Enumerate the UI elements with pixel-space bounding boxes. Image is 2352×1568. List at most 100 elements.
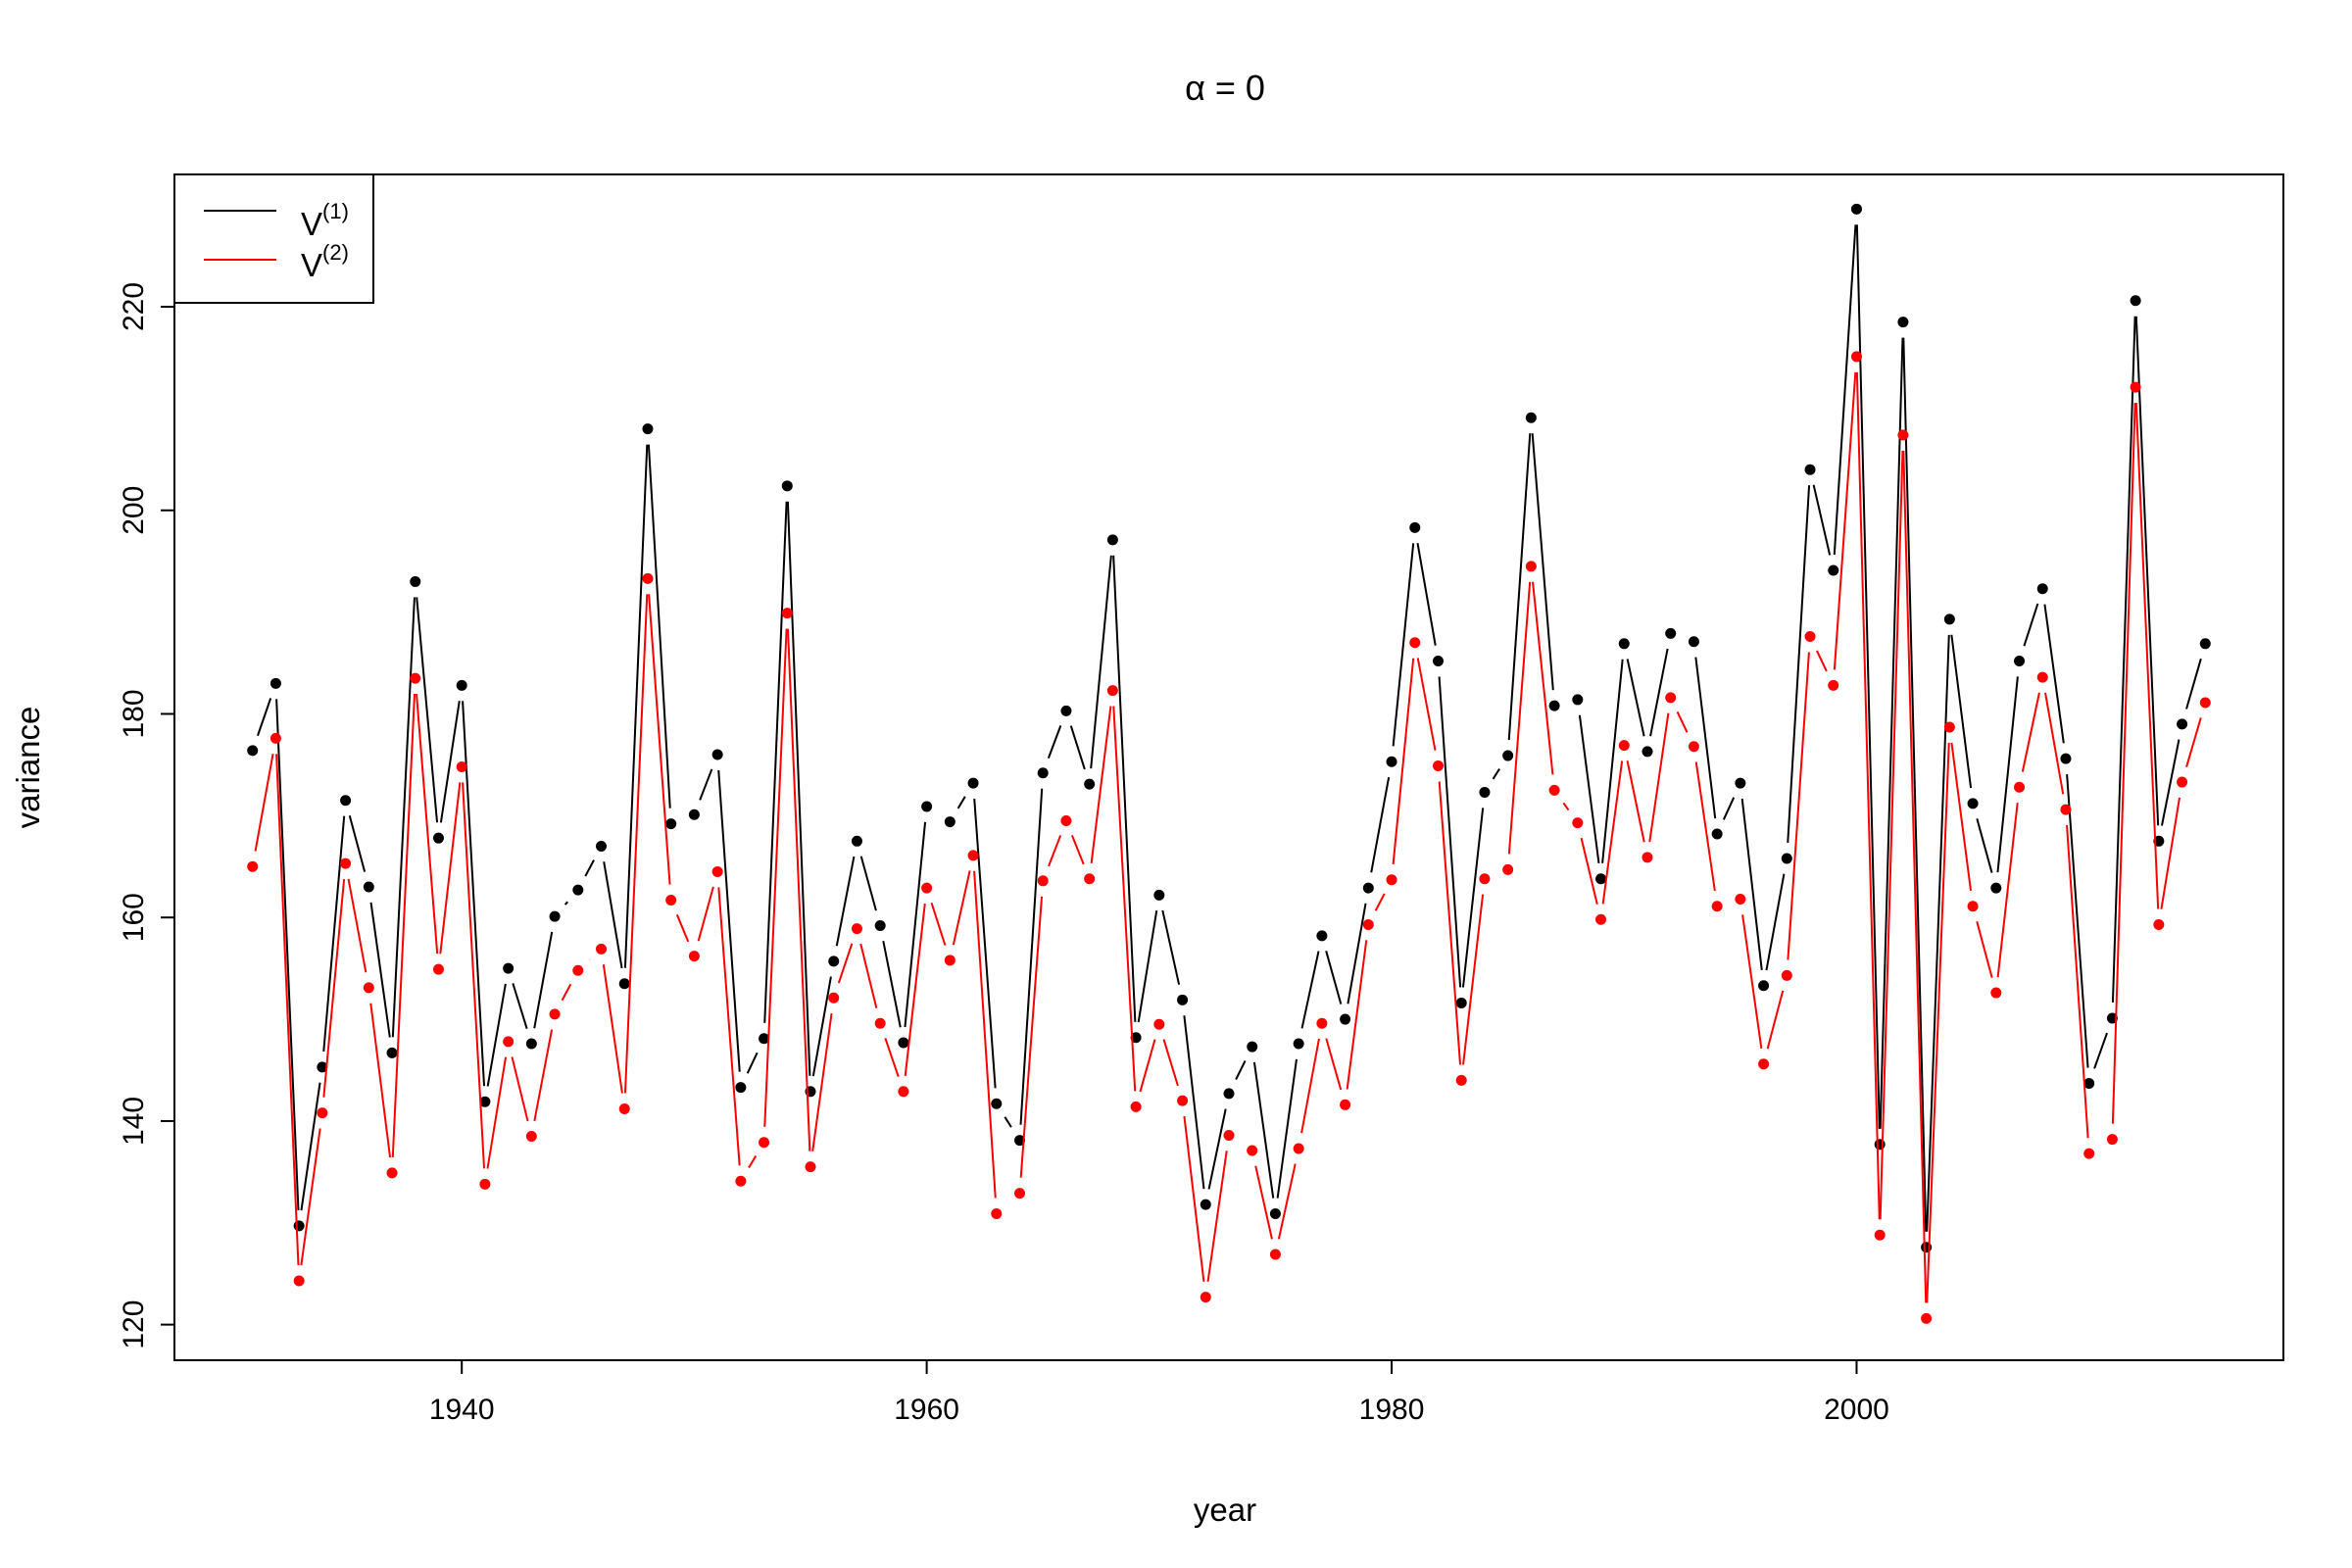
series-segment bbox=[416, 693, 439, 955]
series-segment bbox=[1069, 725, 1086, 770]
data-point bbox=[1060, 815, 1072, 827]
data-point bbox=[1106, 534, 1118, 546]
data-point bbox=[1688, 741, 1699, 753]
chart-title: α = 0 bbox=[1185, 68, 1265, 108]
series-segment bbox=[1765, 873, 1786, 971]
series-segment bbox=[675, 913, 690, 943]
data-point bbox=[1316, 930, 1328, 942]
series-segment bbox=[1694, 657, 1717, 819]
data-point bbox=[1502, 863, 1514, 875]
data-point bbox=[2130, 295, 2141, 307]
series-segment bbox=[1950, 634, 1973, 789]
data-point bbox=[874, 920, 886, 932]
data-point bbox=[293, 1275, 305, 1287]
series-segment bbox=[746, 1052, 759, 1074]
series-segment bbox=[1601, 760, 1624, 905]
data-point bbox=[1618, 740, 1630, 752]
series-segment bbox=[697, 886, 714, 942]
data-point bbox=[1014, 1188, 1026, 1200]
data-point bbox=[1409, 521, 1421, 533]
data-point bbox=[1642, 746, 1653, 758]
data-point bbox=[688, 951, 700, 962]
series-segment bbox=[486, 1056, 508, 1169]
series-segment bbox=[2160, 797, 2180, 909]
series-segment bbox=[952, 870, 971, 946]
data-point bbox=[1921, 1312, 1933, 1324]
series-segment bbox=[300, 1128, 321, 1266]
data-point bbox=[2014, 655, 2026, 666]
data-point bbox=[525, 1131, 537, 1143]
data-point bbox=[1037, 875, 1049, 887]
data-point bbox=[1525, 412, 1537, 423]
series-segment bbox=[1507, 581, 1532, 855]
series-segment bbox=[1578, 714, 1600, 863]
series-v2 bbox=[247, 351, 2211, 1324]
data-point bbox=[293, 1220, 305, 1232]
series-segment bbox=[1346, 940, 1368, 1090]
data-point bbox=[735, 1175, 747, 1187]
series-segment bbox=[391, 597, 416, 1038]
data-point bbox=[525, 1038, 537, 1050]
data-point bbox=[1247, 1041, 1258, 1053]
series-segment bbox=[1206, 1151, 1228, 1282]
x-tick-label: 1960 bbox=[894, 1394, 959, 1426]
data-point bbox=[1340, 1013, 1351, 1025]
series-segment bbox=[859, 943, 878, 1008]
data-point bbox=[665, 895, 677, 906]
legend: V(1) V(2) bbox=[173, 173, 374, 304]
data-point bbox=[247, 745, 259, 757]
series-segment bbox=[275, 699, 300, 1210]
y-axis-label: variance bbox=[10, 707, 46, 829]
series-segment bbox=[256, 698, 272, 737]
series-segment bbox=[2093, 1032, 2108, 1069]
series-segment bbox=[1996, 676, 2019, 873]
series-segment bbox=[1161, 909, 1181, 985]
series-segment bbox=[486, 983, 507, 1087]
data-point bbox=[247, 860, 259, 872]
series-segment bbox=[1787, 485, 1811, 844]
data-point bbox=[456, 760, 467, 772]
series-segment bbox=[1879, 337, 1904, 1129]
data-point bbox=[1130, 1101, 1142, 1112]
data-point bbox=[1548, 784, 1560, 796]
data-point bbox=[1223, 1129, 1235, 1141]
series-segment bbox=[1879, 450, 1904, 1220]
data-point bbox=[1828, 564, 1839, 576]
series-layer bbox=[247, 203, 2211, 1324]
series-segment bbox=[322, 815, 346, 1053]
series-segment bbox=[1183, 1015, 1205, 1190]
series-segment bbox=[2111, 403, 2136, 1124]
y-tick-label: 180 bbox=[118, 689, 150, 738]
series-segment bbox=[1648, 712, 1670, 843]
series-segment bbox=[717, 887, 741, 1166]
data-point bbox=[1967, 901, 1979, 912]
series-segment bbox=[859, 856, 877, 911]
data-point bbox=[340, 858, 352, 869]
series-segment bbox=[1950, 742, 1973, 892]
series-segment bbox=[1416, 658, 1437, 751]
series-segment bbox=[1347, 903, 1367, 1004]
series-segment bbox=[2044, 692, 2065, 795]
series-segment bbox=[416, 597, 439, 823]
data-point bbox=[1316, 1017, 1328, 1029]
series-segment bbox=[1766, 990, 1785, 1050]
data-point bbox=[1943, 613, 1955, 625]
data-point bbox=[2106, 1134, 2118, 1146]
series-segment bbox=[1787, 652, 1810, 960]
series-segment bbox=[275, 754, 300, 1266]
data-point bbox=[1432, 760, 1444, 771]
data-point bbox=[1106, 685, 1118, 697]
series-segment bbox=[884, 1038, 900, 1077]
data-point bbox=[642, 572, 654, 584]
series-segment bbox=[462, 701, 486, 1087]
series-segment bbox=[1392, 658, 1415, 864]
data-point bbox=[1735, 894, 1746, 906]
data-point bbox=[549, 1008, 561, 1020]
data-point bbox=[1177, 994, 1189, 1005]
data-point bbox=[874, 1017, 886, 1029]
data-point bbox=[828, 956, 840, 967]
series-segment bbox=[1070, 835, 1085, 865]
y-tick-label: 220 bbox=[118, 282, 150, 331]
data-point bbox=[340, 795, 352, 807]
